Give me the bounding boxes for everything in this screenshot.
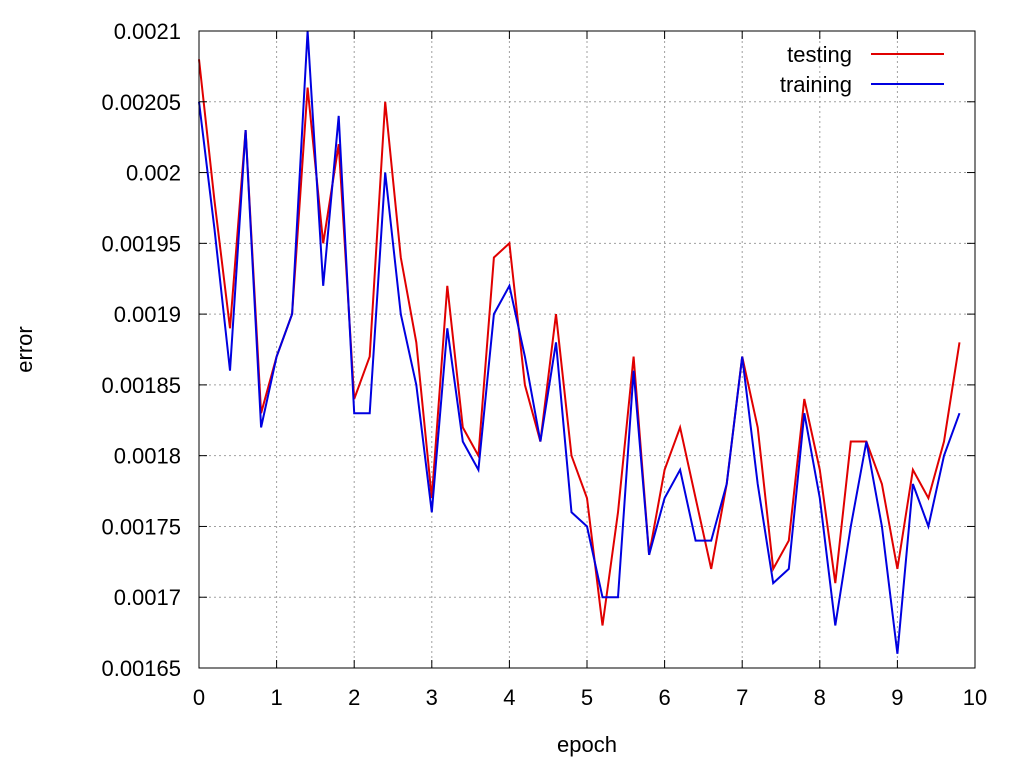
tick-marks: [198, 30, 976, 669]
y-tick-label: 0.0021: [114, 19, 181, 44]
x-tick-label: 3: [426, 685, 438, 710]
series-line-testing: [198, 59, 961, 626]
x-tick-label: 1: [270, 685, 282, 710]
x-tick-label: 6: [658, 685, 670, 710]
legend-label-testing: testing: [787, 42, 852, 67]
y-tick-label: 0.00185: [101, 373, 181, 398]
y-tick-label: 0.0018: [114, 444, 181, 469]
y-tick-label: 0.00195: [101, 231, 181, 256]
x-tick-label: 2: [348, 685, 360, 710]
series-lines: [198, 30, 961, 654]
y-tick-label: 0.00175: [101, 514, 181, 539]
x-tick-labels: 0 1 2 3 4 5 6 7 8 9 10: [193, 685, 987, 710]
x-tick-label: 5: [581, 685, 593, 710]
y-tick-label: 0.00205: [101, 90, 181, 115]
y-tick-label: 0.00165: [101, 656, 181, 681]
y-tick-label: 0.002: [126, 161, 181, 186]
x-tick-label: 4: [503, 685, 515, 710]
x-tick-label: 10: [963, 685, 987, 710]
x-tick-label: 7: [736, 685, 748, 710]
y-axis-title: error: [12, 326, 37, 372]
x-axis-title: epoch: [557, 732, 617, 757]
legend: testing training: [780, 42, 944, 97]
series-line-training: [198, 30, 961, 654]
grid: [199, 31, 975, 668]
legend-label-training: training: [780, 72, 852, 97]
x-tick-label: 8: [814, 685, 826, 710]
y-tick-labels: 0.00165 0.0017 0.00175 0.0018 0.00185 0.0019 0…: [101, 19, 181, 681]
x-tick-label: 0: [193, 685, 205, 710]
x-tick-label: 9: [891, 685, 903, 710]
y-tick-label: 0.0019: [114, 302, 181, 327]
y-tick-label: 0.0017: [114, 585, 181, 610]
